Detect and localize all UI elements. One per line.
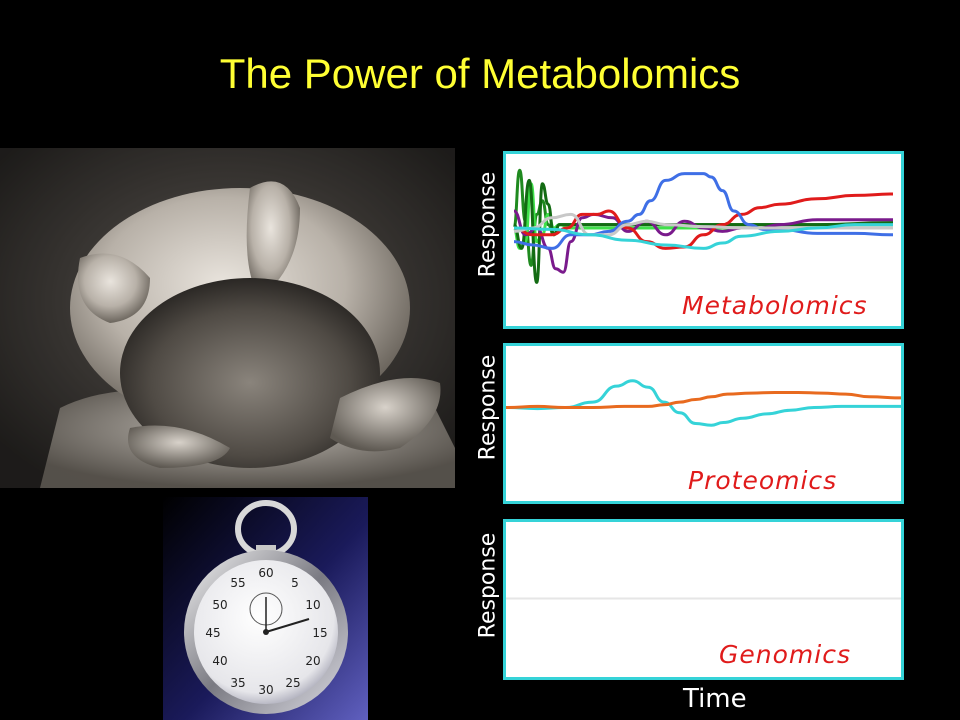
svg-text:30: 30 <box>258 683 273 697</box>
metabolomics-series-7 <box>513 223 893 250</box>
svg-text:55: 55 <box>230 576 245 590</box>
svg-text:50: 50 <box>212 598 227 612</box>
slide-title: The Power of Metabolomics <box>219 50 741 97</box>
svg-text:25: 25 <box>285 676 300 690</box>
svg-text:40: 40 <box>212 654 227 668</box>
svg-text:45: 45 <box>205 626 220 640</box>
metabolomics-series-6 <box>513 212 893 237</box>
svg-text:20: 20 <box>305 654 320 668</box>
metabolomics-series-1 <box>512 182 893 250</box>
genomics-ylabel: Response <box>475 532 501 639</box>
metabolomics-chart: Metabolomics <box>503 151 904 329</box>
proteomics-label: Proteomics <box>688 466 838 495</box>
proteomics-chart: Proteomics <box>503 343 904 504</box>
svg-text:10: 10 <box>305 598 320 612</box>
baby-photo <box>0 148 455 488</box>
svg-text:60: 60 <box>258 566 273 580</box>
metabolomics-label: Metabolomics <box>682 291 868 320</box>
svg-text:5: 5 <box>291 576 299 590</box>
metabolomics-series-3 <box>513 209 893 274</box>
proteomics-series-0 <box>506 379 901 427</box>
metabolomics-series-0 <box>512 168 893 267</box>
proteomics-ylabel: Response <box>475 354 501 461</box>
metabolomics-series-5 <box>513 172 894 250</box>
svg-text:15: 15 <box>312 626 327 640</box>
proteomics-series-1 <box>506 391 901 409</box>
stopwatch-photo: 60 5 10 15 20 25 30 35 40 45 50 55 <box>163 497 368 720</box>
svg-text:35: 35 <box>230 676 245 690</box>
metabolomics-series-4 <box>513 192 894 250</box>
metabolomics-ylabel: Response <box>475 171 501 278</box>
x-axis-label: Time <box>683 684 747 714</box>
genomics-chart: Genomics <box>503 519 904 680</box>
genomics-label: Genomics <box>719 640 851 669</box>
